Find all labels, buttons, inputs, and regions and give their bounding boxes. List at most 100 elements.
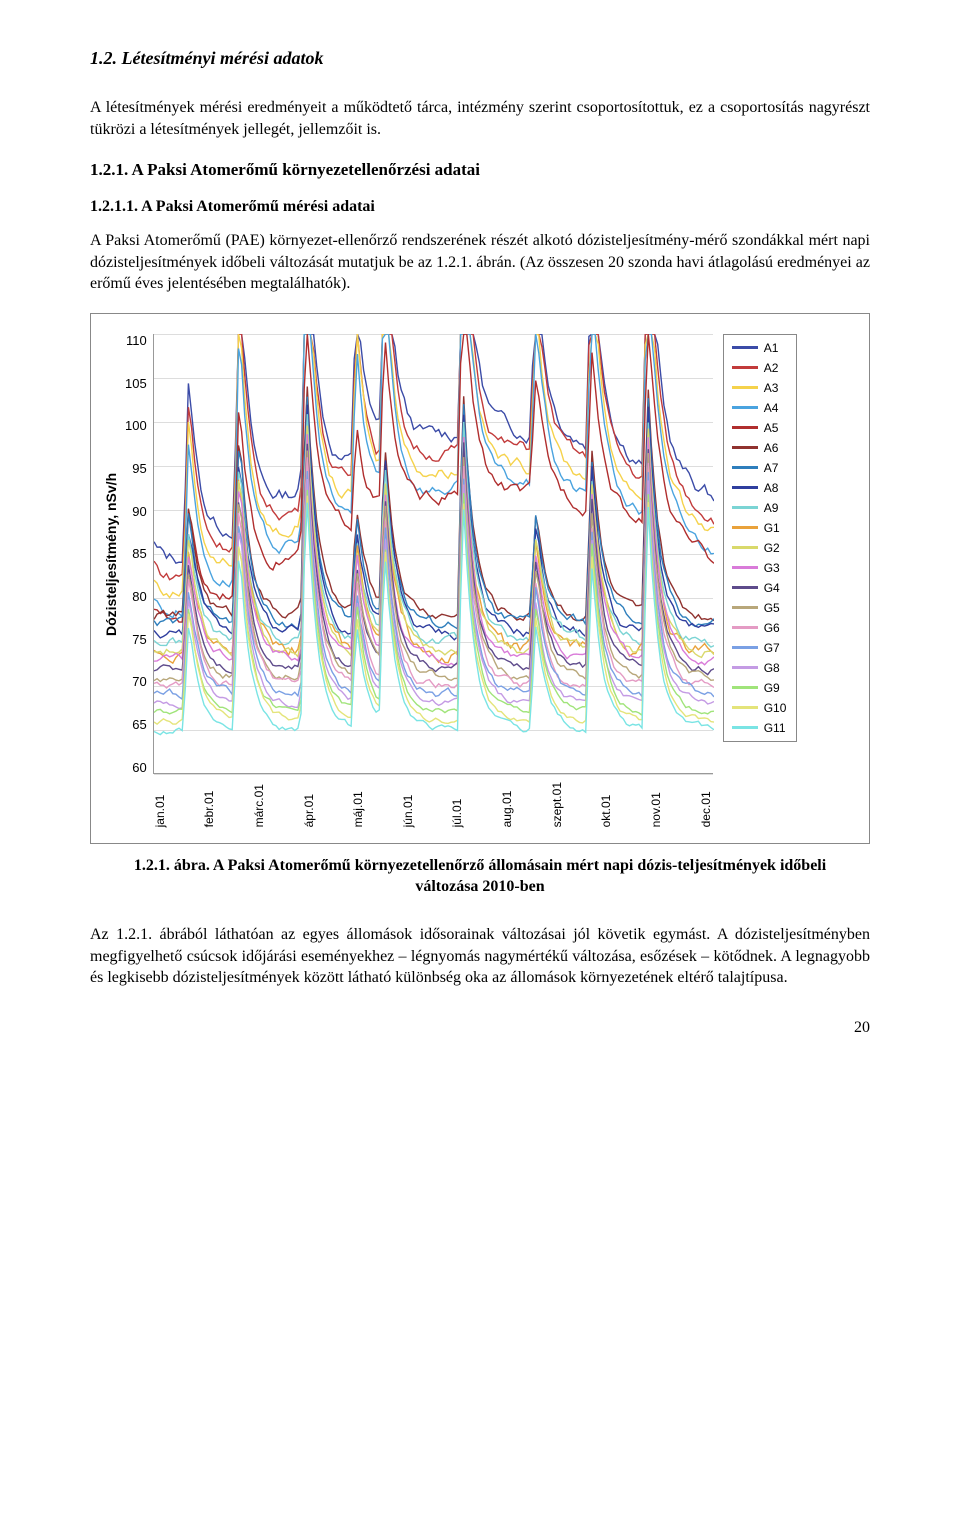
legend-swatch xyxy=(732,346,758,349)
legend-label: A6 xyxy=(764,441,779,455)
page-number: 20 xyxy=(90,1019,870,1037)
x-tick-label: márc.01 xyxy=(252,782,266,827)
x-tick-label: aug.01 xyxy=(500,782,514,827)
x-tick-label: dec.01 xyxy=(699,782,713,827)
legend-swatch xyxy=(732,486,758,489)
legend-item: A7 xyxy=(732,461,787,475)
legend-label: G5 xyxy=(764,601,780,615)
legend-swatch xyxy=(732,586,758,589)
legend-item: A3 xyxy=(732,381,787,395)
legend-label: A1 xyxy=(764,341,779,355)
legend-label: A2 xyxy=(764,361,779,375)
legend-label: G6 xyxy=(764,621,780,635)
x-tick-label: febr.01 xyxy=(202,782,216,827)
legend-swatch xyxy=(732,466,758,469)
y-tick-label: 90 xyxy=(125,505,147,518)
y-tick-label: 100 xyxy=(125,419,147,432)
y-tick-label: 105 xyxy=(125,377,147,390)
x-tick-label: nov.01 xyxy=(649,782,663,827)
legend-swatch xyxy=(732,666,758,669)
x-tick-label: okt.01 xyxy=(599,782,613,827)
closing-paragraph: Az 1.2.1. ábrából láthatóan az egyes áll… xyxy=(90,924,870,989)
method-paragraph: A Paksi Atomerőmű (PAE) környezet-ellenő… xyxy=(90,230,870,295)
y-tick-label: 85 xyxy=(125,547,147,560)
intro-paragraph: A létesítmények mérési eredményeit a műk… xyxy=(90,97,870,140)
chart-lines xyxy=(154,334,714,774)
legend-label: G2 xyxy=(764,541,780,555)
legend-item: G6 xyxy=(732,621,787,635)
legend-item: G10 xyxy=(732,701,787,715)
legend-label: A4 xyxy=(764,401,779,415)
legend-item: G5 xyxy=(732,601,787,615)
chart-legend: A1 A2 A3 A4 A5 A6 A7 A8 A9 G1 G2 G3 G4 G5 G6 G7 G8 G9 G10 G… xyxy=(723,334,798,742)
legend-label: G8 xyxy=(764,661,780,675)
legend-swatch xyxy=(732,626,758,629)
legend-label: G10 xyxy=(764,701,787,715)
section-title: 1.2. Létesítményi mérési adatok xyxy=(90,48,870,69)
y-axis-label: Dózisteljesítmény, nSv/h xyxy=(103,334,119,774)
chart-plot-column: jan.01 febr.01 márc.01 ápr.01 máj.01 jún.01 jú… xyxy=(153,334,713,827)
legend-label: G1 xyxy=(764,521,780,535)
legend-label: G7 xyxy=(764,641,780,655)
chart-y-axis: Dózisteljesítmény, nSv/h 110 105 100 95 90 85… xyxy=(103,334,153,774)
legend-item: G2 xyxy=(732,541,787,555)
y-axis-ticks: 110 105 100 95 90 85 80 75 70 65 60 xyxy=(125,334,153,774)
legend-swatch xyxy=(732,546,758,549)
legend-label: A5 xyxy=(764,421,779,435)
legend-label: A3 xyxy=(764,381,779,395)
legend-item: A1 xyxy=(732,341,787,355)
y-tick-label: 65 xyxy=(125,718,147,731)
legend-swatch xyxy=(732,686,758,689)
legend-swatch xyxy=(732,526,758,529)
y-tick-label: 60 xyxy=(125,761,147,774)
legend-label: A7 xyxy=(764,461,779,475)
legend-swatch xyxy=(732,606,758,609)
x-tick-label: júl.01 xyxy=(450,782,464,827)
legend-swatch xyxy=(732,506,758,509)
legend-label: A9 xyxy=(764,501,779,515)
y-tick-label: 70 xyxy=(125,675,147,688)
legend-item: G1 xyxy=(732,521,787,535)
legend-item: A8 xyxy=(732,481,787,495)
legend-item: A4 xyxy=(732,401,787,415)
figure-caption: 1.2.1. ábra. A Paksi Atomerőmű környezet… xyxy=(130,856,830,898)
y-tick-label: 110 xyxy=(125,334,147,347)
x-axis-ticks: jan.01 febr.01 márc.01 ápr.01 máj.01 jún.01 jú… xyxy=(153,782,713,827)
y-tick-label: 75 xyxy=(125,633,147,646)
legend-label: G4 xyxy=(764,581,780,595)
y-tick-label: 80 xyxy=(125,590,147,603)
gridline xyxy=(154,774,713,775)
legend-swatch xyxy=(732,566,758,569)
legend-swatch xyxy=(732,646,758,649)
x-tick-label: jún.01 xyxy=(401,782,415,827)
x-tick-label: ápr.01 xyxy=(302,782,316,827)
legend-label: G9 xyxy=(764,681,780,695)
legend-swatch xyxy=(732,386,758,389)
legend-label: A8 xyxy=(764,481,779,495)
x-tick-label: jan.01 xyxy=(153,782,167,827)
legend-swatch xyxy=(732,366,758,369)
legend-item: G4 xyxy=(732,581,787,595)
legend-item: A9 xyxy=(732,501,787,515)
legend-label: G11 xyxy=(764,721,786,735)
legend-item: A6 xyxy=(732,441,787,455)
legend-swatch xyxy=(732,406,758,409)
legend-swatch xyxy=(732,446,758,449)
x-tick-label: máj.01 xyxy=(351,782,365,827)
x-tick-label: szept.01 xyxy=(550,782,564,827)
legend-item: G11 xyxy=(732,721,787,735)
legend-item: A2 xyxy=(732,361,787,375)
subsection-title: 1.2.1. A Paksi Atomerőmű környezetellenő… xyxy=(90,160,870,180)
legend-label: G3 xyxy=(764,561,780,575)
legend-item: G3 xyxy=(732,561,787,575)
legend-item: G7 xyxy=(732,641,787,655)
legend-item: G8 xyxy=(732,661,787,675)
legend-swatch xyxy=(732,706,758,709)
dose-rate-chart: Dózisteljesítmény, nSv/h 110 105 100 95 90 85… xyxy=(90,313,870,844)
legend-swatch xyxy=(732,726,758,729)
y-tick-label: 95 xyxy=(125,462,147,475)
legend-item: A5 xyxy=(732,421,787,435)
legend-item: G9 xyxy=(732,681,787,695)
subsubsection-title: 1.2.1.1. A Paksi Atomerőmű mérési adatai xyxy=(90,198,870,216)
chart-plot-area xyxy=(153,334,713,774)
